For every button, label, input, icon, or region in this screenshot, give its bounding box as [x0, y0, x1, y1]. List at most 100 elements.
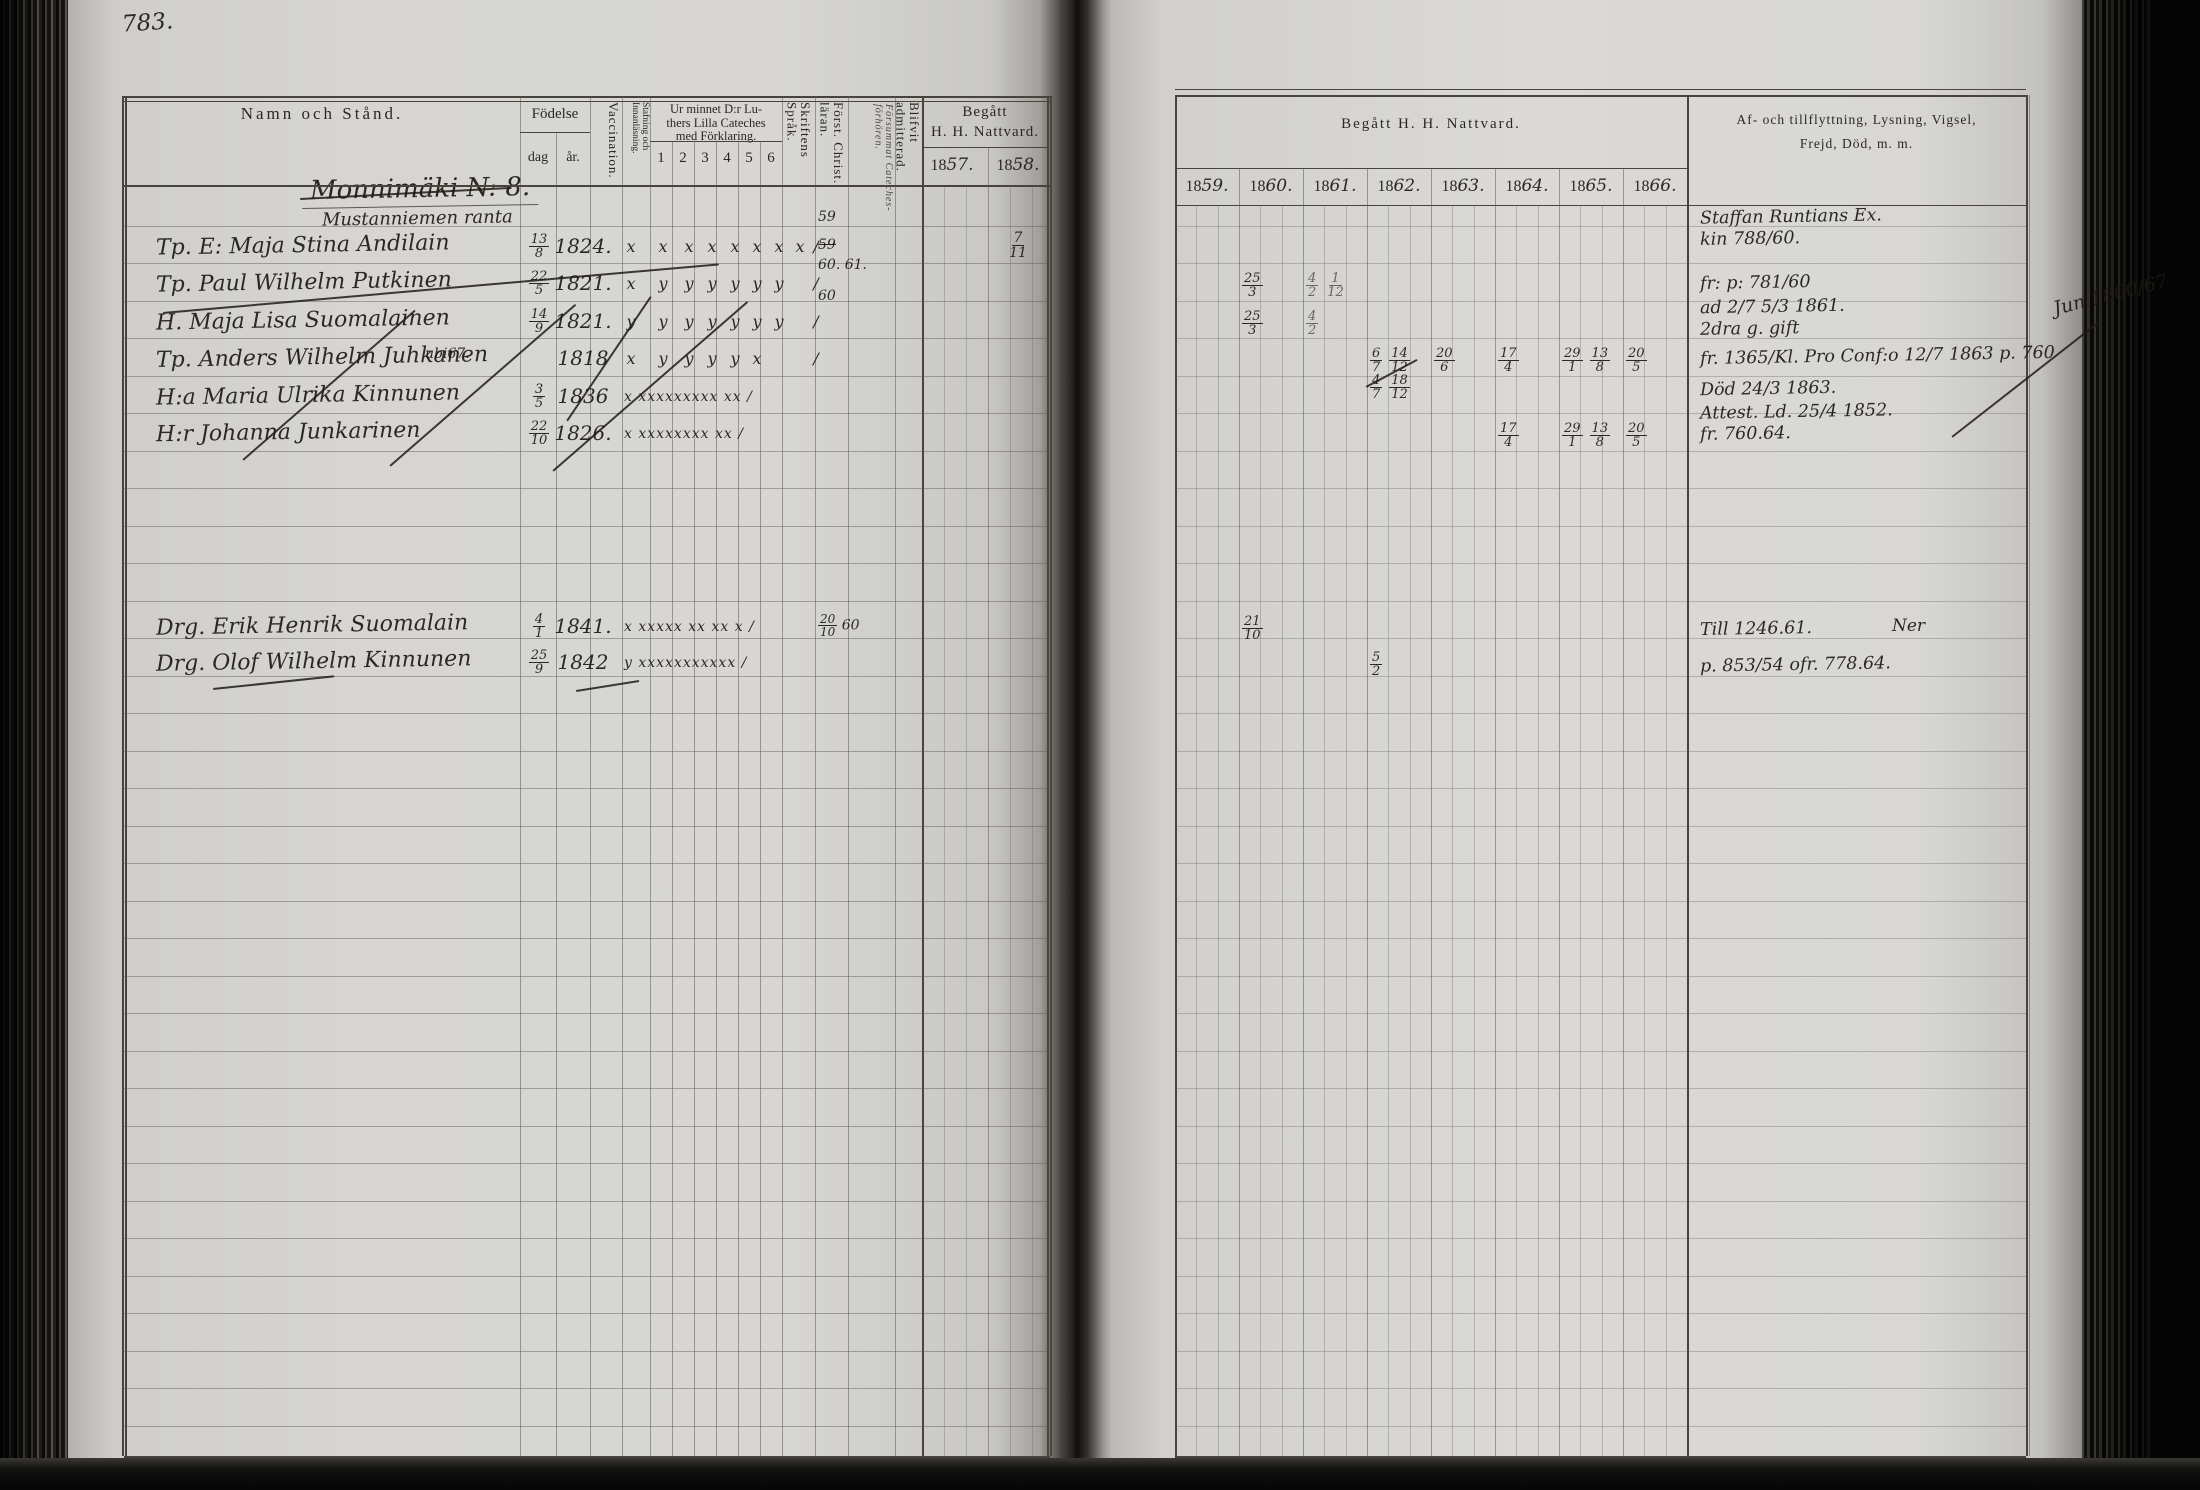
right-year-column-line — [1175, 95, 1177, 1456]
ruled-line-left — [124, 300, 1050, 302]
date-fraction: 13 8 — [1589, 346, 1611, 376]
row-name: H:r Johanna Junkarinen — [155, 417, 421, 448]
nattvard-subcolumn-line — [966, 186, 967, 1456]
exam-mark: / — [813, 274, 819, 294]
ruled-line-left — [124, 975, 1050, 977]
ruled-line-right — [1175, 1013, 2026, 1014]
right-subcolumn-line — [1196, 205, 1198, 1456]
ruled-line-right — [1175, 413, 2026, 414]
cateches-subcolumn-line — [760, 141, 761, 1456]
col-header-fodelse: Födelse — [531, 106, 579, 122]
ruled-line-right — [1175, 600, 2026, 602]
right-year-column-line — [1623, 168, 1624, 1456]
left-column-line — [815, 96, 816, 1456]
nattvard-subcolumn-line — [944, 186, 945, 1456]
right-header-nattvard: Begått H. H. Nattvard. — [1341, 116, 1521, 132]
right-subcolumn-line — [1260, 205, 1262, 1456]
col-header-nattvard: H. H. Nattvard. — [931, 124, 1039, 140]
exam-mark: / — [813, 311, 819, 331]
annotation-ubi67: ubi67. — [425, 346, 470, 362]
year-digits: 66. — [1649, 176, 1677, 196]
ruled-line-left — [124, 638, 1050, 639]
row-birth-day: 22 5 — [522, 270, 556, 297]
communion-mark: 29 1 13 8 — [1562, 347, 1622, 374]
ruled-line-left — [124, 1013, 1050, 1014]
nattvard-1858-note: 7 11 — [1000, 231, 1036, 260]
right-year-column-line — [1431, 168, 1432, 1456]
communion-mark: 17 4 — [1498, 422, 1558, 449]
exam-mark: x — [795, 236, 805, 256]
year-digits: 18 — [996, 157, 1013, 174]
ruled-line-right — [1175, 1425, 2026, 1427]
left-column-line — [1047, 96, 1049, 1456]
right-year-column-line — [1367, 168, 1368, 1456]
exam-mark: x — [752, 349, 762, 369]
right-table-bottom-border — [1175, 1456, 2026, 1458]
col-header-stafning-line2: Innanläsning. — [630, 102, 641, 154]
ruled-line-left — [124, 600, 1050, 602]
exam-mark: / — [813, 349, 819, 369]
flytt-note: p. 853/54 ofr. 778.64. — [1699, 653, 1892, 677]
row-birth-year: 1842 — [557, 650, 609, 674]
year-digits: 18 — [1313, 178, 1330, 195]
date-fraction: 13 8 — [1589, 421, 1611, 451]
flytt-header-line1: Af- och tillflyttning, Lysning, Vigsel, — [1736, 112, 1977, 127]
row-birth-day: 13 8 — [522, 233, 556, 260]
exam-mark: y — [684, 349, 694, 369]
col-header-vaccination: Vaccination. — [606, 102, 621, 179]
book-edge-left — [0, 0, 68, 1490]
right-subcolumn-line — [1665, 205, 1667, 1456]
page-number: 783. — [121, 8, 175, 38]
flytt-note: 2dra g. gift — [1699, 318, 1800, 341]
year-digits: 60. — [1265, 176, 1293, 196]
flytt-note: Till 1246.61. — [1699, 618, 1813, 641]
cateches-col-number: 4 — [723, 150, 731, 166]
year-label-right: 1865. — [1559, 176, 1623, 196]
ruled-line-left — [124, 1125, 1050, 1127]
exam-mark: y — [774, 274, 784, 294]
date-fraction: 25 3 — [1242, 271, 1263, 301]
row-birth-day: 14 9 — [522, 308, 556, 335]
right-year-column-line — [1559, 168, 1560, 1456]
right-subcolumn-line — [1580, 205, 1582, 1456]
col-header-stafning-line1: Stafning och — [640, 102, 650, 151]
ruled-line-right — [1175, 1350, 2026, 1352]
flytt-note: Staffan Runtians Ex. — [1699, 205, 1883, 229]
ruled-line-left — [124, 1275, 1050, 1277]
exam-mark: y — [707, 311, 717, 331]
exam-mark: y — [658, 311, 668, 331]
row-birth-day: 22 10 — [522, 420, 556, 447]
ruled-line-left — [124, 225, 1050, 227]
ruled-line-right — [1175, 375, 2026, 377]
ruled-line-right — [1175, 563, 2026, 564]
communion-mark: 20 5 — [1626, 422, 1686, 449]
left-column-line — [590, 96, 591, 1456]
communion-mark: 20 5 — [1626, 347, 1686, 374]
exam-mark: x — [658, 236, 668, 256]
year-label-right: 1864. — [1495, 176, 1559, 196]
communion-mark: 17 4 — [1498, 347, 1558, 374]
ruled-line-right — [1175, 900, 2026, 902]
left-column-line — [125, 96, 127, 1456]
ruled-line-left — [124, 1388, 1050, 1389]
ruled-line-right — [1175, 675, 2026, 677]
ruled-line-left — [124, 450, 1050, 452]
ruled-line-left — [124, 1313, 1050, 1314]
row-birth-year: 1821. — [554, 308, 612, 333]
ruled-line-right — [1175, 1238, 2026, 1239]
cateches-col-number: 5 — [745, 150, 753, 166]
year-digits: 18 — [1505, 178, 1522, 195]
right-year-column-line — [1239, 168, 1240, 1456]
left-column-line — [988, 147, 989, 1456]
right-subcolumn-line — [1516, 205, 1518, 1456]
year-digits: 18 — [1377, 178, 1394, 195]
date-fraction: 17 4 — [1498, 346, 1519, 376]
exam-mark: y — [752, 311, 762, 331]
date-fraction: 25 3 — [1242, 308, 1263, 338]
right-header-flytt: Af- och tillflyttning, Lysning, Vigsel, … — [1687, 108, 2026, 157]
